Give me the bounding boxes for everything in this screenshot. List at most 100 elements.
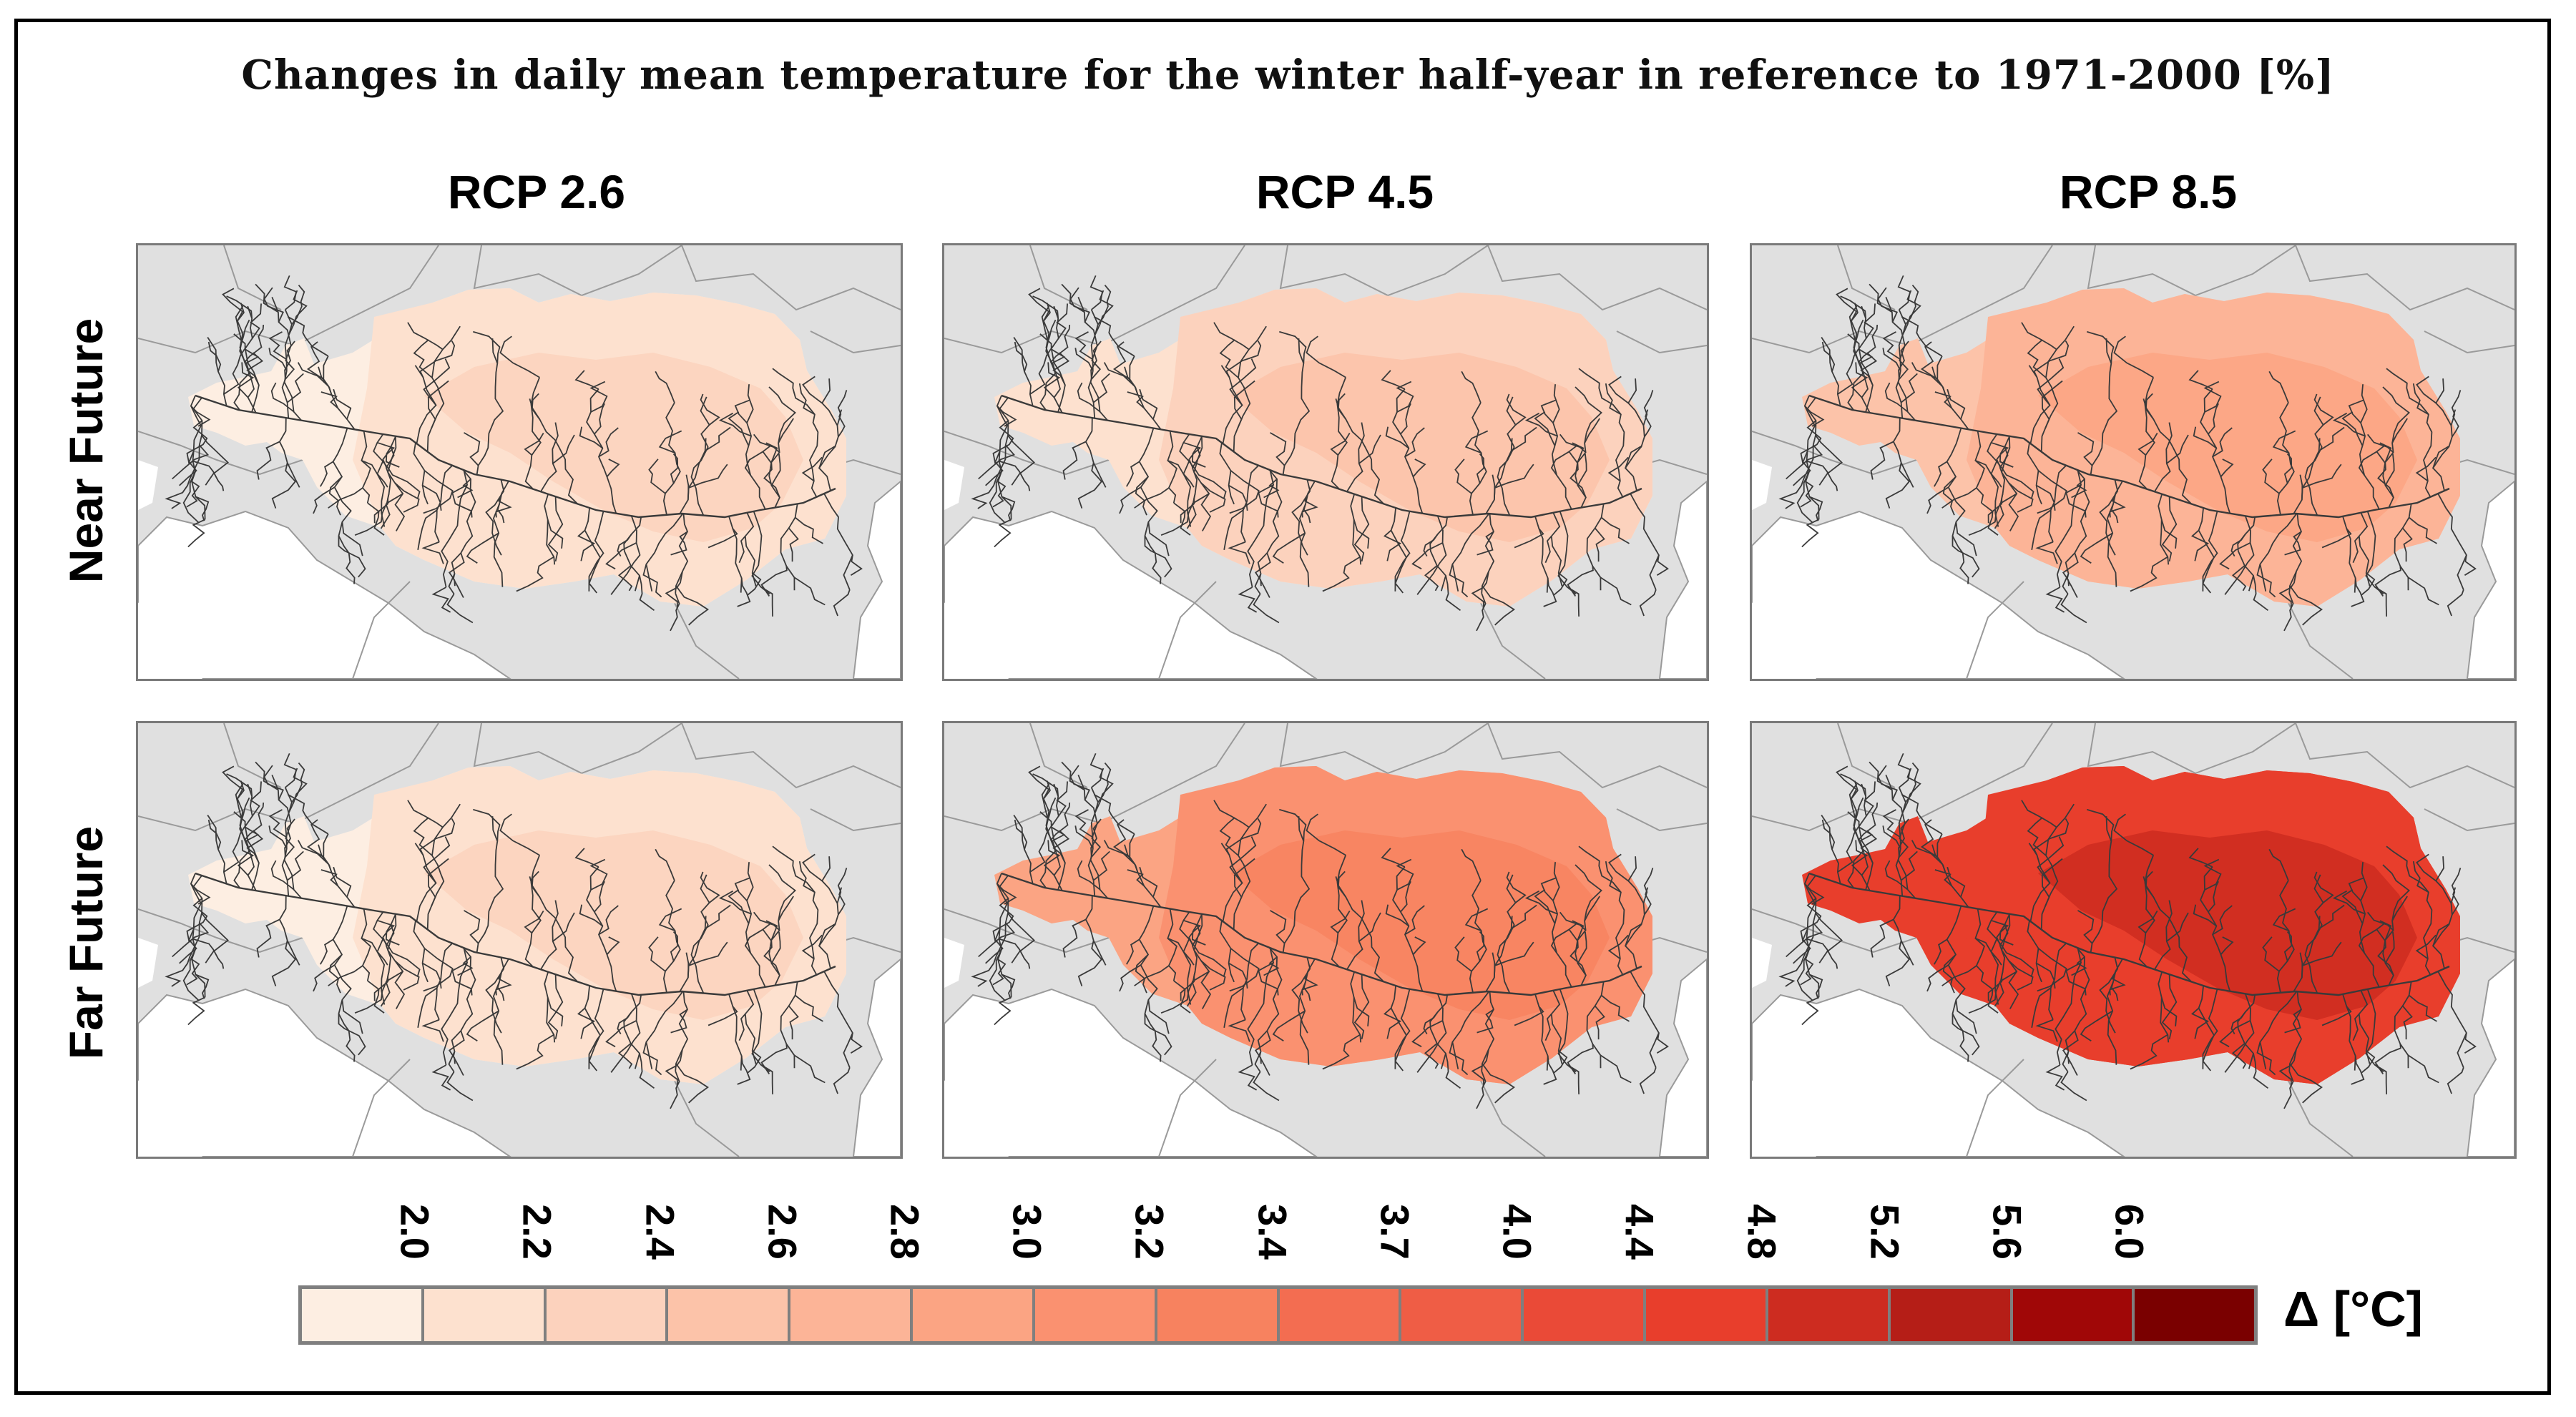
river-tributary (2437, 493, 2467, 590)
map-panel (1750, 243, 2517, 681)
river-branch (2278, 571, 2297, 608)
map-svg (944, 245, 1707, 679)
river-tributary (2028, 365, 2051, 444)
river-branch (994, 996, 1012, 1026)
river-branch (772, 368, 808, 406)
river-branch (1471, 571, 1489, 608)
river-branch (2208, 881, 2219, 913)
river-branch (1578, 845, 1614, 883)
figure-frame (14, 19, 2551, 1395)
river-branch (788, 527, 799, 562)
river-branch (1540, 399, 1557, 423)
river-branch (222, 288, 244, 322)
river-tributary (1350, 971, 1362, 1043)
river-branch (1173, 502, 1191, 536)
river-tributary (1084, 418, 1107, 488)
river-branch (1253, 1071, 1280, 1102)
river-branch (1093, 373, 1110, 403)
river-branch (552, 434, 575, 464)
river-branch (2407, 577, 2439, 606)
river-branch (417, 987, 438, 1028)
river-branch (1228, 962, 1248, 989)
river-tributary (426, 325, 461, 452)
river-tributary (1050, 783, 1066, 891)
river-branch (1494, 941, 1534, 966)
river-tributary (1551, 384, 1572, 510)
river-branch (1147, 521, 1170, 556)
river-branch (1093, 315, 1135, 357)
river-tributary (768, 432, 781, 508)
river-branch (1225, 818, 1262, 855)
river-branch (999, 938, 1031, 969)
river-branch (1074, 348, 1094, 371)
river-tributary (1586, 504, 1605, 591)
river-branch (201, 913, 229, 964)
river-branch (328, 476, 343, 516)
river-branch (2203, 381, 2222, 413)
river-tributary (2106, 481, 2123, 587)
river-branch (288, 290, 308, 335)
river-tributary (1451, 991, 1490, 1069)
country-border (1837, 723, 1896, 788)
river-branch (343, 546, 356, 584)
river-branch (283, 752, 298, 788)
river-tributary (1497, 396, 1517, 516)
river-branch (1358, 434, 1381, 464)
country-border (2424, 330, 2514, 354)
colorbar-cell (546, 1289, 669, 1341)
river-tributary (745, 862, 766, 988)
black-sea (852, 480, 901, 679)
river-tributary (1586, 981, 1605, 1069)
river-branch (1786, 922, 1823, 958)
river-tributary (1974, 908, 1985, 981)
river-tributary (588, 511, 604, 592)
river-branch (1119, 486, 1142, 514)
river-branch (320, 938, 334, 965)
river-tributary (1179, 911, 1192, 1005)
river-branch (577, 529, 596, 562)
river-tributary (1282, 338, 1311, 475)
river-branch (606, 459, 620, 478)
colorbar (298, 1285, 2258, 1345)
river-tributary (1282, 816, 1311, 953)
river-branch (985, 928, 1004, 964)
river-branch (642, 564, 662, 598)
basin-fill-core (2038, 353, 2417, 542)
river-branch (1524, 412, 1558, 437)
colorbar-cell (1401, 1289, 1524, 1341)
country-border (1616, 808, 1707, 832)
river-tributary (2288, 514, 2303, 594)
river-branch (1306, 335, 1346, 378)
map-panel (942, 243, 1709, 681)
river-branch (1858, 325, 1879, 363)
river-tributary (1394, 511, 1411, 592)
black-sea (2466, 480, 2514, 679)
river-branch (2409, 516, 2437, 544)
map-svg (1752, 723, 2514, 1157)
river-branch (2077, 432, 2095, 466)
river-branch (1870, 441, 1894, 480)
river-branch (516, 1034, 554, 1070)
river-tributary (1469, 880, 1487, 993)
colorbar-cell (1890, 1289, 2013, 1341)
river-branch (2360, 572, 2376, 597)
river-danube (1001, 872, 1642, 996)
river-branch (1575, 864, 1602, 911)
river-tributary (1254, 469, 1283, 594)
river-tributary (1129, 833, 1162, 908)
river-tributary (1612, 403, 1625, 498)
river-branch (1600, 1054, 1632, 1084)
river-tributary (1077, 296, 1102, 418)
river-branch (1800, 898, 1822, 943)
river-branch (473, 808, 501, 842)
river-branch (1543, 1056, 1557, 1085)
river-tributary (675, 991, 689, 1072)
river-tributary (190, 873, 206, 998)
river-branch (1577, 931, 1587, 964)
river-branch (2348, 399, 2364, 423)
map-panel (136, 721, 903, 1159)
river-branch (361, 459, 388, 488)
river-branch (2130, 1034, 2168, 1070)
river-branch (1584, 418, 1600, 443)
river-branch (1607, 456, 1629, 482)
